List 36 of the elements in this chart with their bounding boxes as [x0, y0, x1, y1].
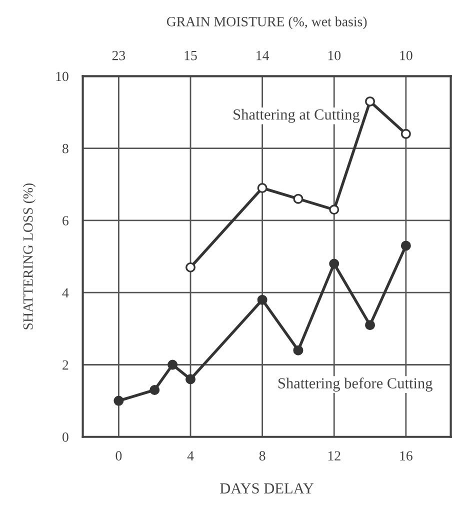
point	[329, 258, 340, 269]
y-tick-label: 0	[62, 432, 68, 442]
y-tick-label: 6	[62, 216, 68, 226]
point	[114, 396, 124, 406]
point	[257, 294, 268, 305]
y-axis-title: SHATTERING LOSS (%)	[22, 183, 36, 330]
x2-axis-title: GRAIN MOISTURE (%, wet basis)	[166, 16, 367, 30]
x-axis-title: DAYS DELAY	[220, 483, 314, 494]
point	[329, 204, 340, 215]
point	[150, 384, 160, 395]
text: 15	[184, 50, 197, 60]
y-tick-label: 10	[56, 72, 68, 82]
point	[293, 345, 304, 356]
point	[257, 183, 268, 194]
y-tick-label: 4	[62, 288, 69, 298]
point	[400, 240, 411, 251]
x-tick-label: 0	[116, 451, 122, 461]
text: 10	[400, 50, 412, 60]
text: 23	[112, 50, 126, 60]
point	[186, 374, 196, 384]
y-tick-label: 8	[62, 144, 68, 154]
text: 14	[256, 50, 270, 60]
annotation: Shattering before Cutting	[278, 378, 432, 392]
x-tick-label: 4	[187, 451, 194, 460]
text: 10	[328, 50, 341, 60]
point	[365, 96, 376, 106]
x-tick-label: 12	[328, 451, 340, 460]
annotation: Shattering at Cutting	[234, 108, 360, 123]
point	[168, 360, 178, 370]
point	[400, 128, 411, 139]
x-tick-label: 16	[400, 451, 412, 461]
point	[186, 262, 196, 272]
point	[365, 320, 376, 330]
x-tick-label: 8	[259, 451, 266, 461]
y-tick-label: 2	[62, 360, 68, 370]
point	[293, 194, 304, 204]
